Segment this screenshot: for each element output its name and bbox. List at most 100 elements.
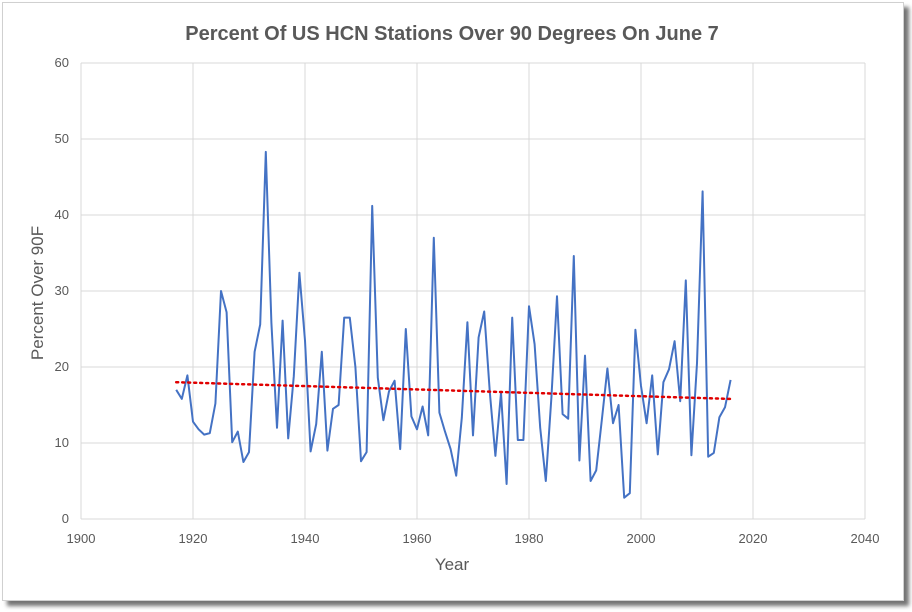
- data-point: [353, 365, 358, 370]
- data-point: [280, 318, 285, 323]
- data-point: [325, 448, 330, 453]
- series-group: [174, 149, 733, 500]
- data-point: [252, 349, 257, 354]
- data-point: [577, 458, 582, 463]
- trendline: [174, 380, 732, 401]
- data-point: [521, 437, 526, 442]
- data-point: [426, 433, 431, 438]
- data-point: [639, 384, 644, 389]
- data-point: [370, 203, 375, 208]
- data-point: [622, 495, 627, 500]
- data-point: [179, 396, 184, 401]
- data-point: [437, 410, 442, 415]
- data-point: [510, 315, 515, 320]
- data-point: [678, 399, 683, 404]
- data-point: [314, 422, 319, 427]
- data-point: [291, 374, 296, 379]
- data-point: [213, 401, 218, 406]
- data-point: [403, 327, 408, 332]
- data-point: [471, 433, 476, 438]
- data-point: [409, 414, 414, 419]
- data-point: [392, 378, 397, 383]
- data-point: [627, 491, 632, 496]
- data-point: [476, 335, 481, 340]
- data-point: [588, 479, 593, 484]
- data-point: [336, 403, 341, 408]
- data-point: [420, 404, 425, 409]
- data-point: [263, 149, 268, 154]
- data-point: [308, 449, 313, 454]
- data-point: [185, 373, 190, 378]
- data-point: [616, 403, 621, 408]
- data-point: [493, 453, 498, 458]
- data-point: [224, 310, 229, 315]
- data-point: [594, 468, 599, 473]
- data-point: [202, 432, 207, 437]
- y-tick-label: 50: [55, 131, 69, 146]
- data-point: [605, 366, 610, 371]
- data-point: [431, 235, 436, 240]
- line-chart: Percent Of US HCN Stations Over 90 Degre…: [28, 23, 880, 574]
- data-point: [482, 309, 487, 314]
- data-point: [689, 453, 694, 458]
- data-point: [672, 339, 677, 344]
- data-point: [398, 447, 403, 452]
- data-point: [415, 427, 420, 432]
- data-point: [196, 427, 201, 432]
- y-tick-label: 20: [55, 359, 69, 374]
- y-tick-label: 40: [55, 207, 69, 222]
- data-point: [381, 418, 386, 423]
- data-point: [700, 189, 705, 194]
- data-point: [717, 415, 722, 420]
- y-tick-label: 30: [55, 283, 69, 298]
- data-point: [230, 440, 235, 445]
- y-tick-label: 60: [55, 55, 69, 70]
- data-point: [695, 361, 700, 366]
- data-point: [219, 289, 224, 294]
- data-point: [269, 320, 274, 325]
- chart-title: Percent Of US HCN Stations Over 90 Degre…: [185, 23, 719, 45]
- x-axis-title: Year: [435, 555, 470, 574]
- data-point: [633, 327, 638, 332]
- data-point: [683, 278, 688, 283]
- data-point: [515, 437, 520, 442]
- data-point: [174, 387, 179, 392]
- data-point: [258, 322, 263, 327]
- x-tick-label: 2040: [851, 531, 880, 546]
- data-point: [661, 380, 666, 385]
- data-point: [319, 349, 324, 354]
- data-point: [611, 421, 616, 426]
- y-axis-title: Percent Over 90F: [28, 226, 47, 360]
- data-point: [650, 373, 655, 378]
- data-point: [543, 479, 548, 484]
- y-tick-label: 10: [55, 435, 69, 450]
- data-point: [706, 454, 711, 459]
- chart-frame: Percent Of US HCN Stations Over 90 Degre…: [2, 2, 904, 601]
- data-point: [275, 425, 280, 430]
- data-point: [560, 412, 565, 417]
- y-axis-ticks: 0 10 20 30 40 50 60: [55, 55, 69, 526]
- data-point: [538, 425, 543, 430]
- data-point: [465, 320, 470, 325]
- series-line-percent-over-90f: [175, 150, 732, 499]
- data-point: [555, 294, 560, 299]
- data-point: [728, 377, 733, 382]
- x-tick-label: 2000: [627, 531, 656, 546]
- data-point: [571, 254, 576, 259]
- data-point: [644, 421, 649, 426]
- data-point: [504, 482, 509, 487]
- data-point: [241, 460, 246, 465]
- x-tick-label: 1960: [403, 531, 432, 546]
- data-point: [235, 429, 240, 434]
- data-point: [459, 415, 464, 420]
- data-point: [342, 315, 347, 320]
- data-point: [549, 395, 554, 400]
- x-tick-label: 1940: [291, 531, 320, 546]
- data-point: [364, 450, 369, 455]
- data-point: [723, 405, 728, 410]
- data-point: [303, 338, 308, 343]
- x-tick-label: 1980: [515, 531, 544, 546]
- data-point: [191, 419, 196, 424]
- data-point: [331, 406, 336, 411]
- data-point: [207, 431, 212, 436]
